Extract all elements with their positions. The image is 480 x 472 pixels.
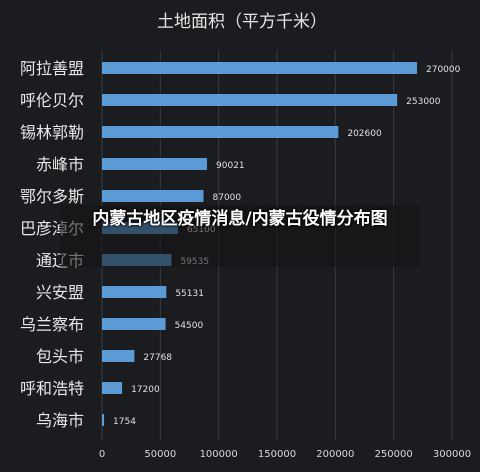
value-label: 17200	[131, 385, 160, 395]
bar	[102, 62, 417, 74]
bar	[102, 94, 398, 106]
value-label: 54500	[175, 321, 204, 331]
value-label: 55131	[175, 289, 204, 299]
category-label: 乌海市	[36, 411, 84, 430]
value-label: 253000	[406, 97, 441, 107]
bar	[102, 382, 123, 394]
x-tick-labels: 0 50000 100000 150000 200000 250000 300000	[99, 449, 471, 460]
value-label: 27768	[143, 353, 172, 363]
x-tick-label: 200000	[316, 449, 354, 460]
x-tick-label: 50000	[144, 449, 176, 460]
category-label: 赤峰市	[36, 155, 84, 174]
category-label: 阿拉善盟	[20, 59, 84, 78]
watermark-caption: 内蒙古地区疫情消息/内蒙古役情分布图	[92, 209, 388, 229]
bar	[102, 158, 208, 170]
bar	[102, 350, 135, 362]
bar	[102, 318, 166, 330]
value-label: 202600	[347, 129, 382, 139]
category-label: 包头市	[36, 347, 84, 366]
value-label: 270000	[426, 65, 461, 75]
x-tick-label: 0	[99, 449, 105, 460]
watermark-banner	[60, 205, 420, 267]
category-label: 兴安盟	[36, 283, 84, 302]
bar	[102, 414, 105, 426]
bar	[102, 286, 167, 298]
category-label: 锡林郭勒	[20, 123, 84, 142]
bar	[102, 126, 339, 138]
x-tick-label: 150000	[258, 449, 296, 460]
value-label: 87000	[213, 193, 242, 203]
value-label: 1754	[113, 417, 136, 427]
x-tick-label: 300000	[433, 449, 471, 460]
x-tick-label: 250000	[375, 449, 413, 460]
category-label: 呼伦贝尔	[20, 91, 84, 110]
category-label: 鄂尔多斯	[20, 187, 84, 206]
value-label: 90021	[216, 161, 245, 171]
x-tick-label: 100000	[200, 449, 238, 460]
bar	[102, 190, 204, 202]
chart-title: 土地面积（平方千米）	[157, 12, 327, 32]
category-label: 呼和浩特	[20, 379, 84, 398]
category-label: 乌兰察布	[20, 315, 84, 334]
